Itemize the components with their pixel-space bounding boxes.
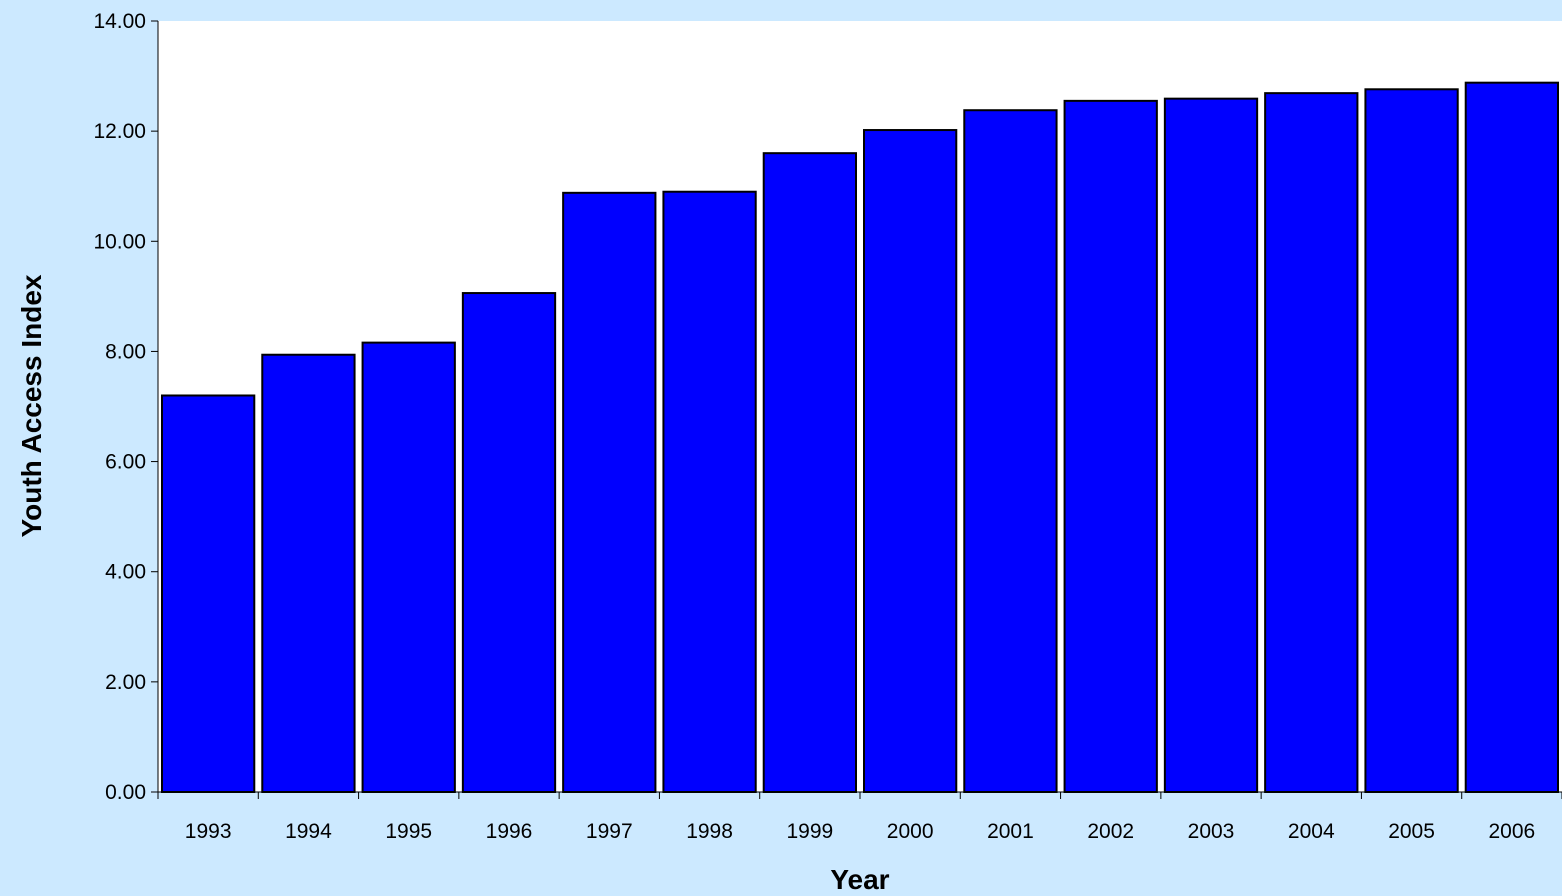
bars-group (161, 81, 1559, 794)
x-tick-label: 2003 (1188, 820, 1235, 843)
x-tick-label: 2001 (987, 820, 1034, 843)
x-tick-label: 1999 (786, 820, 833, 843)
x-axis-ticks: 1993 1994 1995 1996 1997 1998 1999 2000 2001 2002… (157, 792, 1562, 843)
x-tick-label: 1996 (486, 820, 533, 843)
y-axis-title: Youth Access Index (16, 274, 47, 537)
bar-2006 (1464, 81, 1559, 794)
x-tick-label: 1995 (385, 820, 432, 843)
bar-2005 (1364, 88, 1459, 793)
x-tick-label: 2000 (887, 820, 934, 843)
y-tick-label: 10.00 (93, 230, 146, 253)
bar-2004 (1264, 92, 1359, 794)
bar-2003 (1163, 97, 1259, 794)
y-axis-ticks: 0.00 2.00 4.00 6.00 8.00 10.00 12.00 14.00 (93, 10, 158, 804)
x-tick-label: 1994 (285, 820, 332, 843)
y-tick-label: 2.00 (105, 671, 146, 694)
bar-2002 (1063, 99, 1158, 793)
y-tick-label: 14.00 (93, 10, 146, 33)
x-tick-label: 2004 (1288, 820, 1335, 843)
y-tick-label: 6.00 (105, 451, 146, 474)
x-tick-label: 1997 (586, 820, 633, 843)
x-tick-label: 2006 (1488, 820, 1535, 843)
x-tick-label: 1993 (185, 820, 232, 843)
x-tick-label: 2005 (1388, 820, 1435, 843)
bar-1995 (361, 341, 456, 793)
bar-2001 (963, 109, 1058, 794)
y-tick-label: 12.00 (93, 120, 146, 143)
bar-1993 (161, 394, 256, 793)
x-axis-title: Year (830, 864, 889, 895)
y-tick-label: 0.00 (105, 781, 146, 804)
bar-1994 (261, 353, 356, 793)
bar-2000 (863, 129, 958, 793)
x-tick-label: 1998 (686, 820, 733, 843)
y-tick-label: 4.00 (105, 561, 146, 584)
bar-1998 (662, 190, 757, 793)
bar-1996 (461, 292, 557, 793)
y-tick-label: 8.00 (105, 340, 146, 363)
x-tick-label: 2002 (1087, 820, 1134, 843)
bar-1999 (762, 152, 858, 793)
bar-1997 (562, 191, 657, 793)
